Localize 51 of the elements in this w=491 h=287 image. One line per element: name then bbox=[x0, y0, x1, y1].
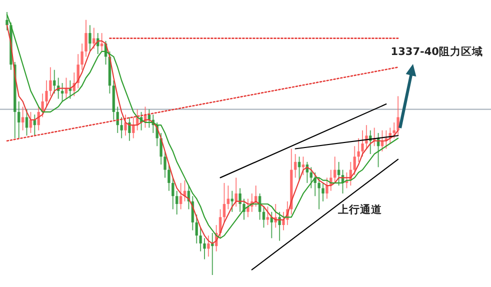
candlestick bbox=[116, 106, 119, 134]
candlestick bbox=[120, 116, 123, 139]
candlestick bbox=[266, 206, 270, 226]
candlestick bbox=[211, 232, 214, 276]
candlestick bbox=[246, 198, 250, 218]
candlestick bbox=[262, 206, 266, 228]
candlestick bbox=[84, 19, 88, 58]
candlestick bbox=[234, 177, 238, 208]
candlestick bbox=[17, 100, 20, 139]
candlestick bbox=[45, 80, 48, 108]
candlestick bbox=[41, 93, 44, 118]
annotation: 上行通道 bbox=[338, 204, 382, 216]
candlestick bbox=[76, 54, 80, 89]
candlestick bbox=[37, 106, 40, 131]
candlestick bbox=[333, 156, 336, 184]
candlestick bbox=[124, 114, 127, 136]
candlestick bbox=[230, 190, 234, 212]
candlestick bbox=[21, 106, 24, 131]
candlestick bbox=[132, 116, 135, 139]
candlestick bbox=[195, 214, 198, 244]
candlestick bbox=[179, 182, 182, 210]
candlestick bbox=[294, 154, 297, 178]
candlestick bbox=[392, 122, 396, 139]
candlestick bbox=[6, 12, 8, 31]
candlestick bbox=[203, 238, 206, 260]
candlestick bbox=[80, 43, 84, 70]
candlestick bbox=[326, 177, 328, 200]
candlestick bbox=[318, 177, 320, 210]
candlestick bbox=[322, 182, 324, 202]
candlestick bbox=[238, 188, 242, 212]
candlestick bbox=[396, 96, 400, 136]
candlestick bbox=[172, 177, 174, 210]
candlestick bbox=[53, 69, 56, 94]
candlestick bbox=[175, 190, 178, 216]
candlestick bbox=[226, 185, 230, 210]
candlestick bbox=[353, 146, 356, 176]
candlestick bbox=[254, 185, 258, 208]
candlestick bbox=[365, 124, 368, 150]
candlestick bbox=[88, 24, 92, 52]
candlestick bbox=[49, 66, 52, 97]
candlestick bbox=[361, 130, 364, 158]
candlestick bbox=[164, 150, 166, 178]
candlestick bbox=[92, 27, 96, 50]
annotation: 1337-40阻力区域 bbox=[390, 46, 483, 58]
candlestick bbox=[199, 227, 202, 252]
candlestick bbox=[207, 235, 210, 258]
candlestick bbox=[357, 138, 360, 162]
candlestick bbox=[168, 164, 170, 192]
candlestick bbox=[282, 211, 285, 231]
candlestick bbox=[160, 132, 162, 166]
candlestick bbox=[128, 116, 131, 142]
